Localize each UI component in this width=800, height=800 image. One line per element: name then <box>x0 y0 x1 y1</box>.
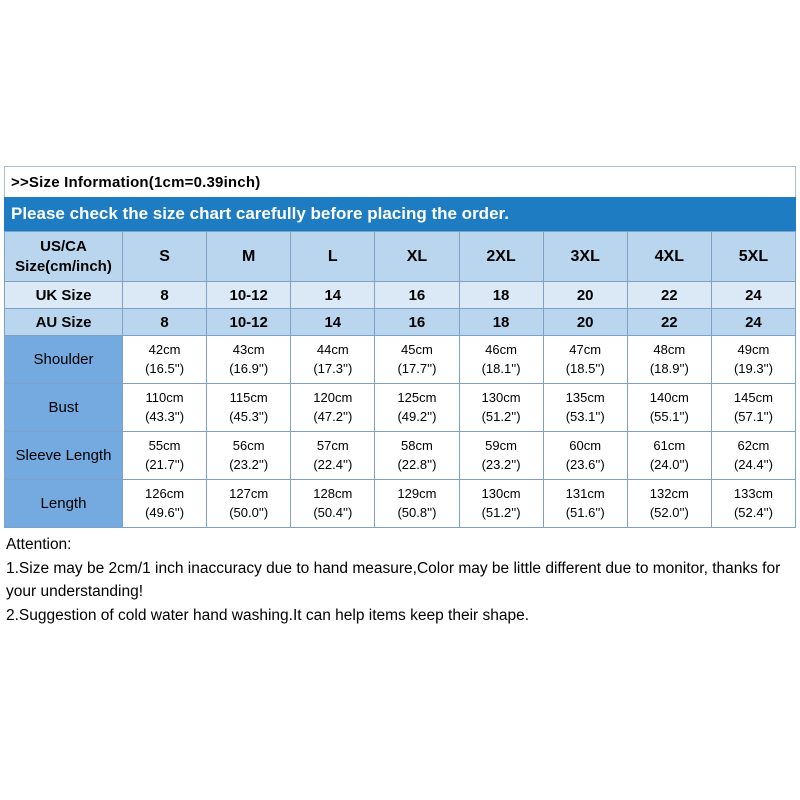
attention-heading: Attention: <box>6 536 72 553</box>
attention-line-1: 1.Size may be 2cm/1 inch inaccuracy due … <box>6 560 781 600</box>
uk-size-value: 20 <box>542 281 628 309</box>
au-size-label: AU Size <box>4 308 123 336</box>
measure-cell: 131cm (51.6'') <box>542 479 628 528</box>
size-chart-table: US/CA Size(cm/inch) S M L XL 2XL 3XL 4XL… <box>4 231 797 528</box>
au-size-value: 22 <box>626 308 712 336</box>
measure-cell: 120cm (47.2'') <box>290 383 376 432</box>
size-chart-banner: Please check the size chart carefully be… <box>4 197 796 231</box>
attention-line-2: 2.Suggestion of cold water hand washing.… <box>6 607 530 625</box>
measure-cell: 128cm (50.4'') <box>290 479 376 528</box>
measure-cell: 110cm (43.3'') <box>121 383 208 432</box>
measure-cell: 43cm (16.9'') <box>206 335 292 384</box>
uk-size-row: UK Size 8 10-12 14 16 18 20 22 24 <box>4 281 797 309</box>
uk-size-value: 24 <box>710 281 797 309</box>
uk-size-value: 14 <box>290 281 376 309</box>
uk-size-value: 18 <box>458 281 544 309</box>
measure-cell: 125cm (49.2'') <box>374 383 460 432</box>
measure-cell: 60cm (23.6'') <box>542 431 628 480</box>
measure-cell: 145cm (57.1'') <box>710 383 797 432</box>
measure-cell: 55cm (21.7'') <box>121 431 208 480</box>
measure-cell: 62cm (24.4'') <box>710 431 797 480</box>
measure-label: Length <box>4 479 123 528</box>
au-size-value: 20 <box>542 308 628 336</box>
uk-size-value: 10-12 <box>206 281 292 309</box>
attention-note: Attention: 1.Size may be 2cm/1 inch inac… <box>4 534 796 628</box>
measure-cell: 61cm (24.0'') <box>626 431 712 480</box>
size-header-row: US/CA Size(cm/inch) S M L XL 2XL 3XL 4XL… <box>4 231 797 282</box>
measure-cell: 59cm (23.2'') <box>458 431 544 480</box>
measure-cell: 130cm (51.2'') <box>458 383 544 432</box>
au-size-value: 14 <box>290 308 376 336</box>
measure-cell: 58cm (22.8'') <box>374 431 460 480</box>
size-header-m: M <box>206 231 292 282</box>
measure-row-bust: Bust 110cm (43.3'') 115cm (45.3'') 120cm… <box>4 383 797 432</box>
measure-cell: 49cm (19.3'') <box>710 335 797 384</box>
au-size-row: AU Size 8 10-12 14 16 18 20 22 24 <box>4 308 797 336</box>
au-size-value: 24 <box>710 308 797 336</box>
measure-cell: 45cm (17.7'') <box>374 335 460 384</box>
size-header-4xl: 4XL <box>626 231 712 282</box>
measure-cell: 127cm (50.0'') <box>206 479 292 528</box>
au-size-value: 10-12 <box>206 308 292 336</box>
measure-cell: 133cm (52.4'') <box>710 479 797 528</box>
measure-cell: 57cm (22.4'') <box>290 431 376 480</box>
size-header-s: S <box>121 231 208 282</box>
size-header-2xl: 2XL <box>458 231 544 282</box>
measure-cell: 135cm (53.1'') <box>542 383 628 432</box>
measure-cell: 140cm (55.1'') <box>626 383 712 432</box>
uk-size-value: 8 <box>121 281 208 309</box>
measure-cell: 48cm (18.9'') <box>626 335 712 384</box>
au-size-value: 8 <box>121 308 208 336</box>
corner-label: US/CA Size(cm/inch) <box>4 231 123 282</box>
uk-size-value: 16 <box>374 281 460 309</box>
measure-cell: 129cm (50.8'') <box>374 479 460 528</box>
measure-row-shoulder: Shoulder 42cm (16.5'') 43cm (16.9'') 44c… <box>4 335 797 384</box>
measure-row-sleeve-length: Sleeve Length 55cm (21.7'') 56cm (23.2''… <box>4 431 797 480</box>
au-size-value: 18 <box>458 308 544 336</box>
size-header-l: L <box>290 231 376 282</box>
uk-size-value: 22 <box>626 281 712 309</box>
measure-cell: 132cm (52.0'') <box>626 479 712 528</box>
measure-cell: 115cm (45.3'') <box>206 383 292 432</box>
size-header-5xl: 5XL <box>710 231 797 282</box>
page-title: >>Size Information(1cm=0.39inch) <box>4 166 796 197</box>
au-size-value: 16 <box>374 308 460 336</box>
measure-cell: 126cm (49.6'') <box>121 479 208 528</box>
measure-cell: 42cm (16.5'') <box>121 335 208 384</box>
measure-cell: 56cm (23.2'') <box>206 431 292 480</box>
size-header-xl: XL <box>374 231 460 282</box>
size-chart-content: >>Size Information(1cm=0.39inch) Please … <box>4 166 797 630</box>
measure-cell: 130cm (51.2'') <box>458 479 544 528</box>
measure-cell: 47cm (18.5'') <box>542 335 628 384</box>
measure-row-length: Length 126cm (49.6'') 127cm (50.0'') 128… <box>4 479 797 528</box>
uk-size-label: UK Size <box>4 281 123 309</box>
measure-label: Sleeve Length <box>4 431 123 480</box>
measure-cell: 44cm (17.3'') <box>290 335 376 384</box>
measure-label: Bust <box>4 383 123 432</box>
measure-cell: 46cm (18.1'') <box>458 335 544 384</box>
size-header-3xl: 3XL <box>542 231 628 282</box>
measure-label: Shoulder <box>4 335 123 384</box>
